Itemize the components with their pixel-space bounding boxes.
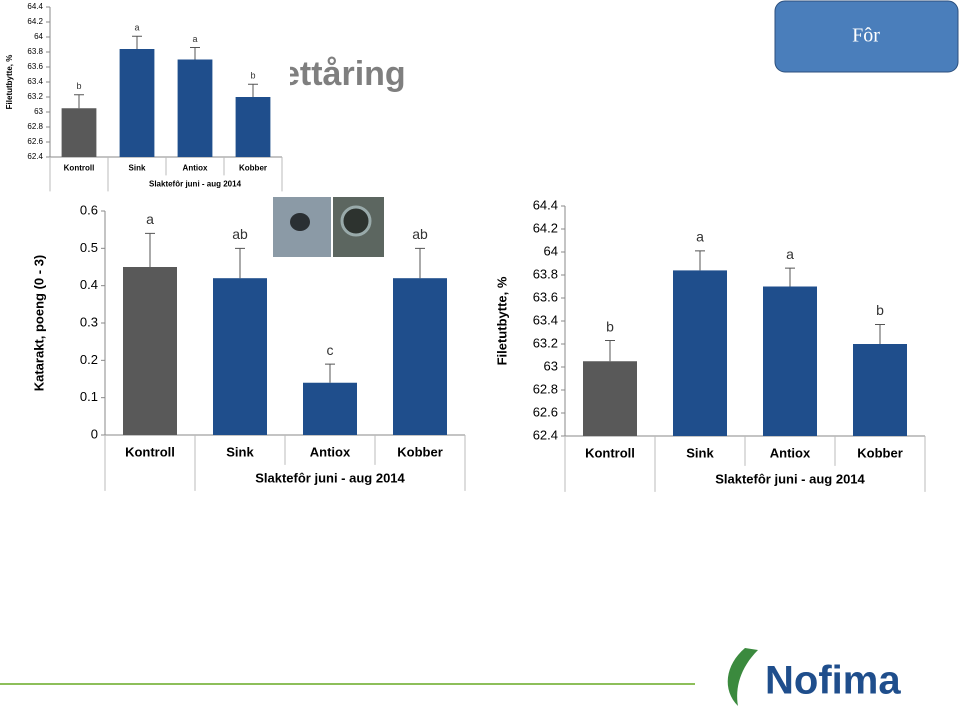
y-axis-title: Filetutbytte, % xyxy=(5,55,14,110)
y-tick-label: 0.1 xyxy=(80,389,98,404)
y-axis-title: Katarakt, poeng (0 - 3) xyxy=(31,255,46,392)
for-button[interactable] xyxy=(774,0,959,73)
chart: 0 0.1 0.2 0.3 0.4 0.5 0.6 a Kontroll ab Sink c Antio… xyxy=(31,202,466,491)
significance-label: b xyxy=(606,318,614,334)
bar xyxy=(177,59,213,157)
y-tick-label: 64.2 xyxy=(533,220,558,235)
significance-label: a xyxy=(696,229,704,245)
y-tick-label: 63.6 xyxy=(27,62,43,71)
error-bar xyxy=(415,247,425,279)
y-tick-label: 63 xyxy=(544,358,558,373)
significance-label: b xyxy=(250,71,255,81)
error-bar xyxy=(190,47,200,60)
y-tick-label: 63.8 xyxy=(27,47,43,56)
y-tick-label: 0.4 xyxy=(80,277,98,292)
significance-label: ab xyxy=(412,226,428,242)
x-tick-label: Kontroll xyxy=(585,446,635,461)
y-tick-label: 62.8 xyxy=(27,122,43,131)
x-axis-title: Slaktefôr juni - aug 2014 xyxy=(255,471,405,486)
chart: 62.4 62.6 62.8 63 63.2 63.4 63.6 63.8 64 64.2 64.4… xyxy=(494,197,926,492)
bar xyxy=(393,278,447,435)
x-tick-label: Antiox xyxy=(183,163,208,172)
x-tick-label: Antiox xyxy=(310,445,351,460)
bar xyxy=(119,49,155,157)
logo-text: Nofima xyxy=(765,659,901,703)
fish-photo xyxy=(273,197,384,257)
error-bar xyxy=(695,250,705,271)
y-tick-label: 62.4 xyxy=(27,152,43,161)
y-tick-label: 0.3 xyxy=(80,314,98,329)
significance-label: b xyxy=(76,81,81,91)
significance-label: ab xyxy=(232,226,248,242)
bar xyxy=(763,286,817,436)
error-bar xyxy=(875,323,885,344)
x-tick-label: Sink xyxy=(686,446,714,461)
y-tick-label: 62.6 xyxy=(533,404,558,419)
error-bar xyxy=(132,35,142,49)
y-tick-label: 63.4 xyxy=(533,312,558,327)
y-tick-label: 64 xyxy=(544,243,558,258)
bar xyxy=(61,108,97,157)
bar xyxy=(213,278,267,435)
y-tick-label: 64.4 xyxy=(533,197,558,212)
error-bar xyxy=(74,94,84,109)
y-tick-label: 0.5 xyxy=(80,240,98,255)
bar xyxy=(853,344,907,436)
x-tick-label: Sink xyxy=(129,163,146,172)
slide-title: ettåring xyxy=(281,55,406,93)
y-tick-label: 63.6 xyxy=(533,289,558,304)
significance-label: a xyxy=(134,23,139,33)
y-tick-label: 62.8 xyxy=(533,381,558,396)
y-tick-label: 0 xyxy=(91,426,98,441)
x-tick-label: Kobber xyxy=(239,163,267,172)
error-bar xyxy=(785,267,795,287)
y-tick-label: 62.6 xyxy=(27,137,43,146)
error-bar xyxy=(605,340,615,362)
y-tick-label: 63.2 xyxy=(27,92,43,101)
significance-label: a xyxy=(786,246,794,262)
y-tick-label: 63.2 xyxy=(533,335,558,350)
bar xyxy=(583,361,637,436)
for-button-label[interactable]: Fôr xyxy=(852,25,880,47)
y-tick-label: 63.4 xyxy=(27,77,43,86)
x-axis-title: Slaktefôr juni - aug 2014 xyxy=(715,472,865,487)
significance-label: c xyxy=(327,342,334,358)
x-tick-label: Kobber xyxy=(397,445,443,460)
chart: 62.4 62.6 62.8 63 63.2 63.4 63.6 63.8 64 64.2 64.4… xyxy=(0,0,290,193)
x-tick-label: Sink xyxy=(226,445,254,460)
bar xyxy=(235,97,271,157)
y-tick-label: 64.4 xyxy=(27,2,43,11)
x-tick-label: Kontroll xyxy=(64,163,95,172)
bar xyxy=(123,267,177,435)
y-tick-label: 63 xyxy=(34,107,43,116)
significance-label: a xyxy=(192,34,197,44)
y-tick-label: 0.6 xyxy=(80,202,98,217)
significance-label: a xyxy=(146,211,154,227)
y-axis-title: Filetutbytte, % xyxy=(494,276,509,365)
error-bar xyxy=(145,232,155,267)
x-tick-label: Kobber xyxy=(857,446,903,461)
error-bar xyxy=(235,247,245,279)
bar xyxy=(673,270,727,436)
logo-mark xyxy=(727,648,758,706)
x-axis-title: Slaktefôr juni - aug 2014 xyxy=(149,179,242,188)
y-tick-label: 62.4 xyxy=(533,427,558,442)
error-bar xyxy=(248,83,258,97)
x-tick-label: Kontroll xyxy=(125,445,175,460)
significance-label: b xyxy=(876,302,884,318)
x-tick-label: Antiox xyxy=(770,446,811,461)
error-bar xyxy=(325,363,335,383)
y-tick-label: 64 xyxy=(34,32,43,41)
y-tick-label: 63.8 xyxy=(533,266,558,281)
y-tick-label: 64.2 xyxy=(27,17,43,26)
bar xyxy=(303,382,357,435)
y-tick-label: 0.2 xyxy=(80,352,98,367)
